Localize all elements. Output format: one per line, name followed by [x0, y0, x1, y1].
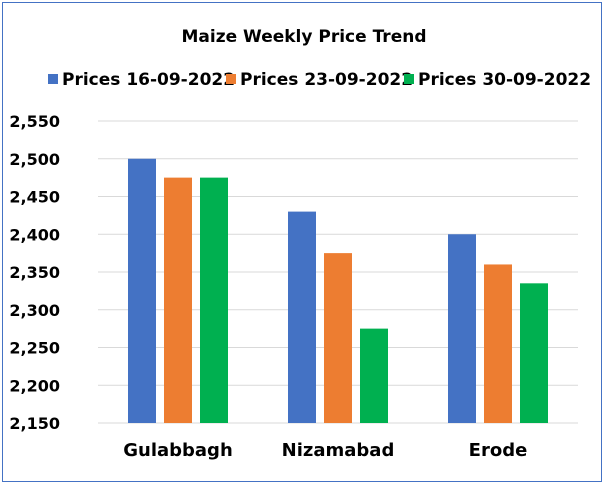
legend-swatch-series-3 [404, 74, 414, 84]
legend-label-series-1: Prices 16-09-2022 [62, 70, 235, 90]
bar-gulabbagh-series-2 [164, 177, 192, 423]
legend-swatch-series-1 [48, 74, 58, 84]
y-tick-label: 2,500 [9, 150, 60, 169]
legend-label-series-3: Prices 30-09-2022 [418, 70, 591, 90]
x-category-label: Erode [469, 440, 528, 461]
y-tick-label: 2,150 [9, 414, 60, 433]
y-tick-label: 2,200 [9, 376, 60, 395]
y-tick-label: 2,450 [9, 188, 60, 207]
x-axis-categories: Gulabbagh Nizamabad Erode [123, 440, 527, 461]
y-tick-label: 2,350 [9, 263, 60, 282]
bar-gulabbagh-series-1 [128, 158, 156, 423]
y-tick-label: 2,550 [9, 112, 60, 131]
legend-swatch-series-2 [226, 74, 236, 84]
x-category-label: Nizamabad [282, 440, 395, 461]
bar-nizamabad-series-3 [360, 328, 388, 423]
y-tick-label: 2,400 [9, 225, 60, 244]
legend-label-series-2: Prices 23-09-2022 [240, 70, 413, 90]
bar-erode-series-3 [520, 283, 548, 423]
bar-erode-series-2 [484, 264, 512, 423]
legend: Prices 16-09-2022 Prices 23-09-2022 Pric… [48, 70, 591, 90]
y-tick-label: 2,250 [9, 339, 60, 358]
y-tick-label: 2,300 [9, 301, 60, 320]
chart-title: Maize Weekly Price Trend [181, 27, 426, 47]
bars [128, 158, 548, 423]
bar-erode-series-1 [448, 234, 476, 423]
x-category-label: Gulabbagh [123, 440, 233, 461]
y-axis-ticks: 2,150 2,200 2,250 2,300 2,350 2,400 2,450 2,500… [9, 112, 60, 433]
bar-nizamabad-series-1 [288, 211, 316, 423]
bar-gulabbagh-series-3 [200, 177, 228, 423]
bar-nizamabad-series-2 [324, 253, 352, 423]
